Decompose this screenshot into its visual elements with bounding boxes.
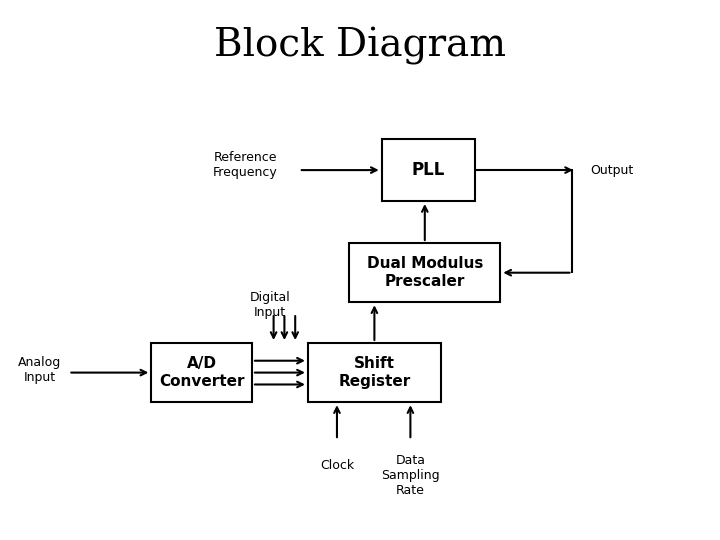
Text: Output: Output [590,164,634,177]
Text: Data
Sampling
Rate: Data Sampling Rate [381,454,440,497]
Bar [349,243,500,302]
Text: Shift
Register: Shift Register [338,356,410,389]
Text: Analog
Input: Analog Input [18,356,61,384]
Text: Clock: Clock [320,459,354,472]
Text: Block Diagram: Block Diagram [214,27,506,65]
Text: PLL: PLL [412,161,445,179]
Bar [151,343,252,402]
Text: A/D
Converter: A/D Converter [159,356,244,389]
Bar [308,343,441,402]
Text: Digital
Input: Digital Input [250,291,290,319]
Text: Dual Modulus
Prescaler: Dual Modulus Prescaler [366,256,483,289]
Text: Reference
Frequency: Reference Frequency [212,151,277,179]
Bar [382,139,475,201]
